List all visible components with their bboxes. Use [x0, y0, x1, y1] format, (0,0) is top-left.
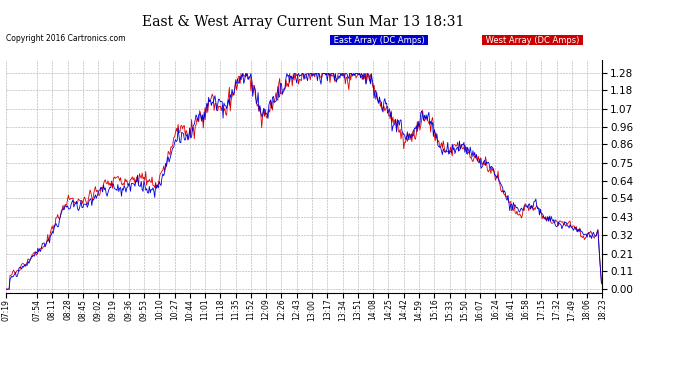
Text: East Array (DC Amps): East Array (DC Amps)	[331, 36, 428, 45]
Text: East & West Array Current Sun Mar 13 18:31: East & West Array Current Sun Mar 13 18:…	[142, 15, 465, 29]
Text: Copyright 2016 Cartronics.com: Copyright 2016 Cartronics.com	[6, 34, 125, 43]
Text: West Array (DC Amps): West Array (DC Amps)	[483, 36, 582, 45]
